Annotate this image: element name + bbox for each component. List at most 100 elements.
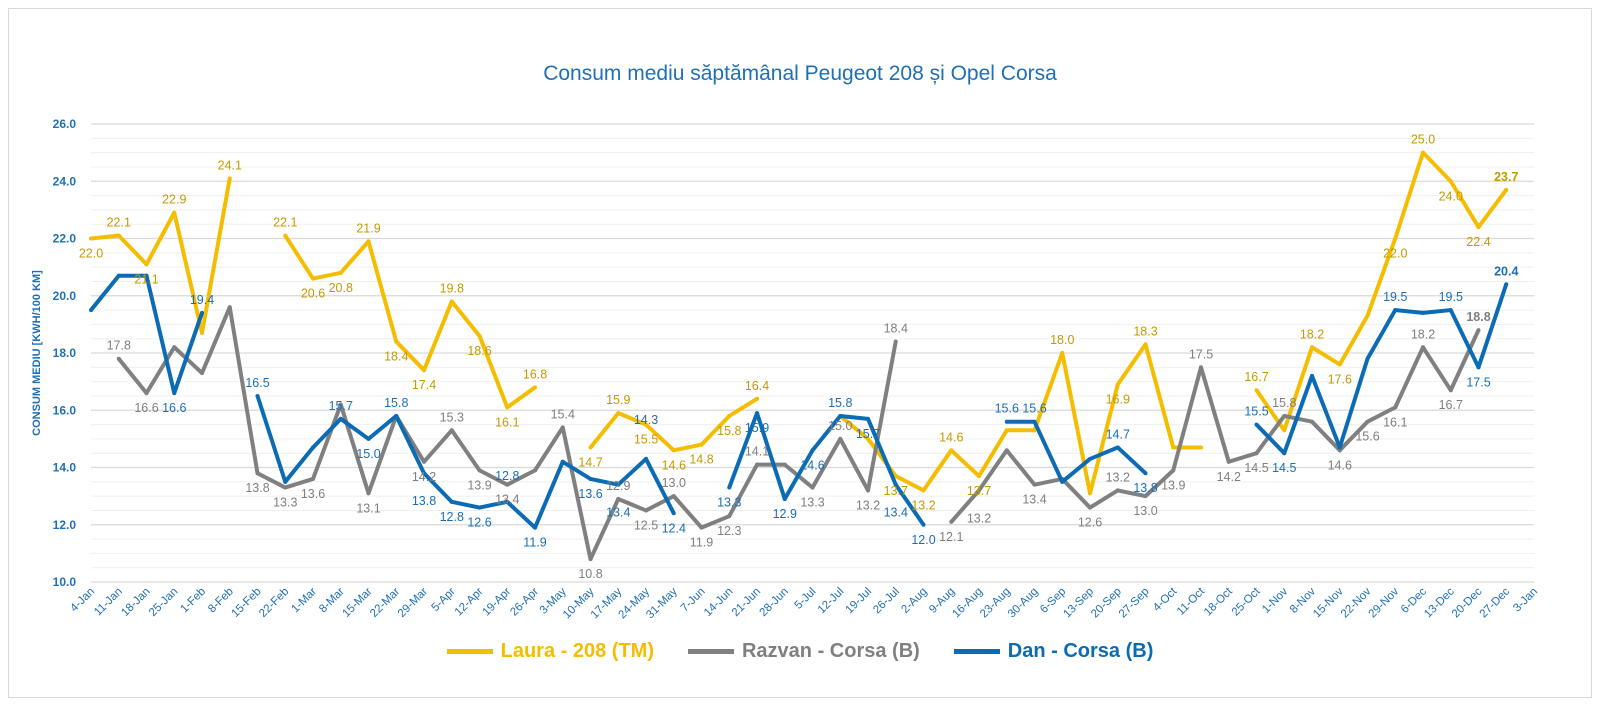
data-label: 11.9 — [690, 536, 713, 550]
data-label: 15.0 — [828, 419, 852, 433]
data-label: 13.2 — [911, 498, 935, 512]
data-point — [200, 310, 204, 315]
x-tick-label: 29-Mar — [396, 586, 430, 620]
data-point — [89, 236, 93, 241]
data-point — [505, 482, 510, 487]
legend-item-razvan[interactable]: Razvan - Corsa (B) — [687, 640, 920, 663]
x-tick-label: 27-Sep — [1117, 586, 1152, 621]
data-label: 20.6 — [301, 287, 325, 301]
data-label: 15.9 — [745, 421, 769, 435]
data-label: 13.1 — [356, 501, 380, 515]
data-point — [1060, 479, 1065, 484]
data-label: 14.7 — [578, 455, 602, 469]
data-label: 24.0 — [1439, 189, 1463, 203]
data-label: 12.8 — [440, 510, 464, 524]
series-line-2 — [89, 273, 204, 396]
data-label: 15.6 — [1355, 430, 1379, 444]
x-tick-label: 26-Jul — [871, 586, 902, 617]
data-label: 13.4 — [1022, 493, 1046, 507]
data-label: 13.6 — [578, 487, 602, 501]
data-point — [671, 511, 676, 516]
data-point — [1004, 448, 1009, 453]
data-label: 15.5 — [634, 433, 658, 447]
legend-swatch-laura — [446, 649, 493, 654]
data-point — [172, 391, 177, 396]
x-tick-label: 29-Nov — [1367, 585, 1402, 620]
data-point — [449, 428, 454, 433]
data-label: 14.2 — [412, 470, 436, 484]
data-label: 12.9 — [606, 479, 630, 493]
x-tick-label: 20-Sep — [1089, 586, 1124, 621]
data-point — [616, 411, 621, 416]
series-line-1 — [949, 329, 1481, 524]
data-label: 10.8 — [578, 567, 602, 581]
data-label: 14.2 — [1217, 470, 1241, 484]
data-point — [1504, 282, 1509, 287]
data-label: 13.2 — [1106, 470, 1130, 484]
data-label: 13.4 — [606, 506, 630, 520]
data-point — [1032, 482, 1037, 487]
data-label: 23.7 — [1494, 170, 1518, 184]
data-point — [116, 273, 121, 278]
data-point — [755, 462, 759, 467]
legend-item-dan[interactable]: Dan - Corsa (B) — [953, 640, 1153, 663]
data-point — [671, 494, 676, 499]
data-label: 16.1 — [1383, 415, 1407, 429]
data-point — [200, 371, 204, 376]
x-tick-label: 2-Aug — [899, 586, 929, 616]
x-tick-label: 26-Apr — [508, 586, 541, 619]
data-point — [1337, 362, 1342, 367]
data-point — [1365, 313, 1370, 318]
data-label: 20.4 — [1494, 264, 1518, 278]
data-label: 13.6 — [301, 487, 325, 501]
series-line-0 — [90, 178, 232, 335]
data-label: 25.0 — [1411, 133, 1435, 147]
data-point — [144, 273, 149, 278]
data-point — [810, 485, 815, 490]
data-label: 12.1 — [939, 530, 963, 544]
data-point — [533, 468, 537, 473]
data-point — [1310, 373, 1314, 378]
data-label: 16.1 — [495, 415, 519, 429]
data-point — [366, 491, 371, 496]
data-point — [921, 488, 926, 493]
data-point — [588, 476, 593, 481]
data-point — [1115, 445, 1120, 450]
data-label: 14.5 — [1272, 461, 1296, 475]
data-label: 14.8 — [689, 453, 713, 467]
data-point — [1143, 471, 1148, 476]
data-point — [1171, 468, 1176, 473]
legend-item-laura[interactable]: Laura - 208 (TM) — [446, 640, 654, 663]
data-point — [283, 479, 288, 484]
data-point — [1282, 428, 1287, 433]
x-tick-label: 23-Aug — [978, 586, 1013, 621]
data-point — [1199, 365, 1203, 370]
x-tick-label: 25-Jan — [147, 586, 180, 619]
data-label: 15.8 — [1272, 396, 1296, 410]
data-label: 12.6 — [467, 516, 491, 530]
y-tick-label: 16.0 — [53, 403, 77, 417]
data-label: 16.9 — [1106, 392, 1130, 406]
data-label: 13.8 — [1133, 481, 1157, 495]
data-label: 16.5 — [245, 376, 269, 390]
data-label: 15.8 — [828, 396, 852, 410]
data-label: 18.0 — [1050, 333, 1074, 347]
legend-label-laura: Laura - 208 (TM) — [500, 640, 654, 662]
data-point — [283, 233, 288, 238]
y-tick-label: 14.0 — [53, 461, 77, 475]
data-point — [1448, 179, 1453, 184]
data-label: 12.9 — [773, 507, 797, 521]
data-point — [1365, 356, 1370, 361]
data-point — [921, 522, 926, 527]
data-point — [477, 468, 482, 473]
data-point — [1476, 328, 1481, 333]
data-point — [1088, 456, 1092, 461]
data-label: 18.4 — [884, 322, 908, 336]
data-label: 18.6 — [467, 344, 491, 358]
data-point — [200, 330, 204, 335]
data-point — [1143, 494, 1148, 499]
data-point — [1393, 236, 1398, 241]
data-point — [255, 471, 260, 476]
data-point — [949, 448, 954, 453]
x-tick-label: 19-Apr — [480, 586, 513, 619]
